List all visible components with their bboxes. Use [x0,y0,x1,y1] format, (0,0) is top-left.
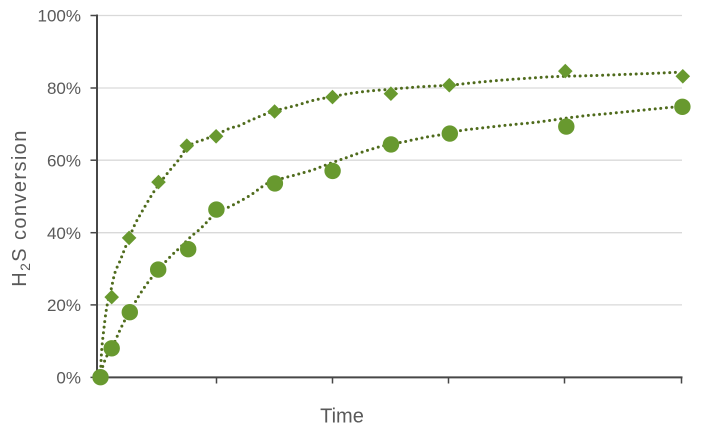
svg-text:H2S conversion: H2S conversion [9,129,33,286]
svg-text:80%: 80% [47,79,81,98]
svg-text:100%: 100% [38,7,81,26]
svg-text:0%: 0% [56,369,81,388]
svg-text:60%: 60% [47,151,81,170]
svg-text:20%: 20% [47,296,81,315]
svg-text:Time: Time [320,406,364,428]
svg-text:40%: 40% [47,224,81,243]
